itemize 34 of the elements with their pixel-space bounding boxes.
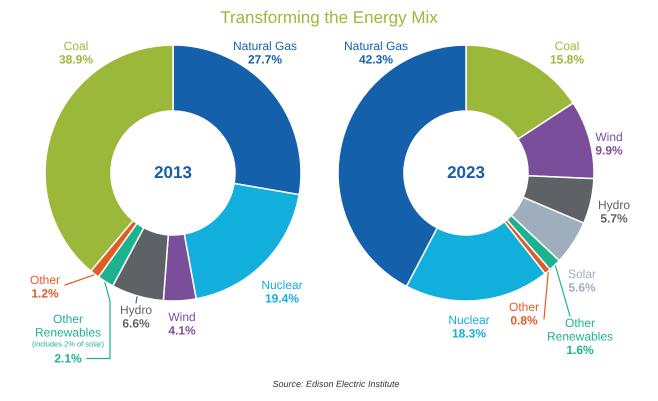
slice-label: Wind <box>595 130 623 144</box>
data-label: 18.3% <box>452 326 486 340</box>
slice-label: Other <box>30 273 60 287</box>
data-label: 0.8% <box>510 314 538 328</box>
text: 2023 <box>447 163 485 182</box>
data-label: 4.1% <box>168 324 196 338</box>
slice-label: Coal <box>64 39 88 53</box>
text: 2013 <box>154 163 192 182</box>
slice-label: Hydro <box>598 198 630 212</box>
source-note: Source: Edison Electric Institute <box>272 379 400 389</box>
data-label: 1.2% <box>31 286 59 300</box>
data-label: 27.7% <box>248 52 282 66</box>
data-label: 38.9% <box>58 52 94 66</box>
slice-label: Hydro <box>120 303 152 317</box>
slice-label: Nuclear <box>261 278 303 292</box>
slice-label: Other Renewables <box>34 312 102 340</box>
slice-label: Wind <box>168 310 196 324</box>
data-label: 2.1% <box>54 352 82 366</box>
data-label: 5.6% <box>568 280 596 294</box>
data-label: 15.8% <box>550 52 584 66</box>
slice-label: Natural Gas <box>232 39 298 53</box>
slice-label: Coal <box>554 39 580 53</box>
data-label: 5.7% <box>600 212 628 226</box>
data-label: 6.6% <box>122 316 150 330</box>
slice-label: Nuclear <box>448 313 490 327</box>
data-label: 19.4% <box>264 292 300 306</box>
data-label: 1.6% <box>566 343 594 357</box>
slice-label: Other <box>508 300 540 314</box>
data-label: 9.9% <box>595 144 623 158</box>
text: Transforming the Energy Mix <box>220 8 438 27</box>
slice-label: Solar <box>568 267 596 281</box>
data-label: 42.3% <box>358 52 394 66</box>
slice-label: Natural Gas <box>344 39 408 53</box>
slice-label: Other Renewables <box>546 316 614 344</box>
